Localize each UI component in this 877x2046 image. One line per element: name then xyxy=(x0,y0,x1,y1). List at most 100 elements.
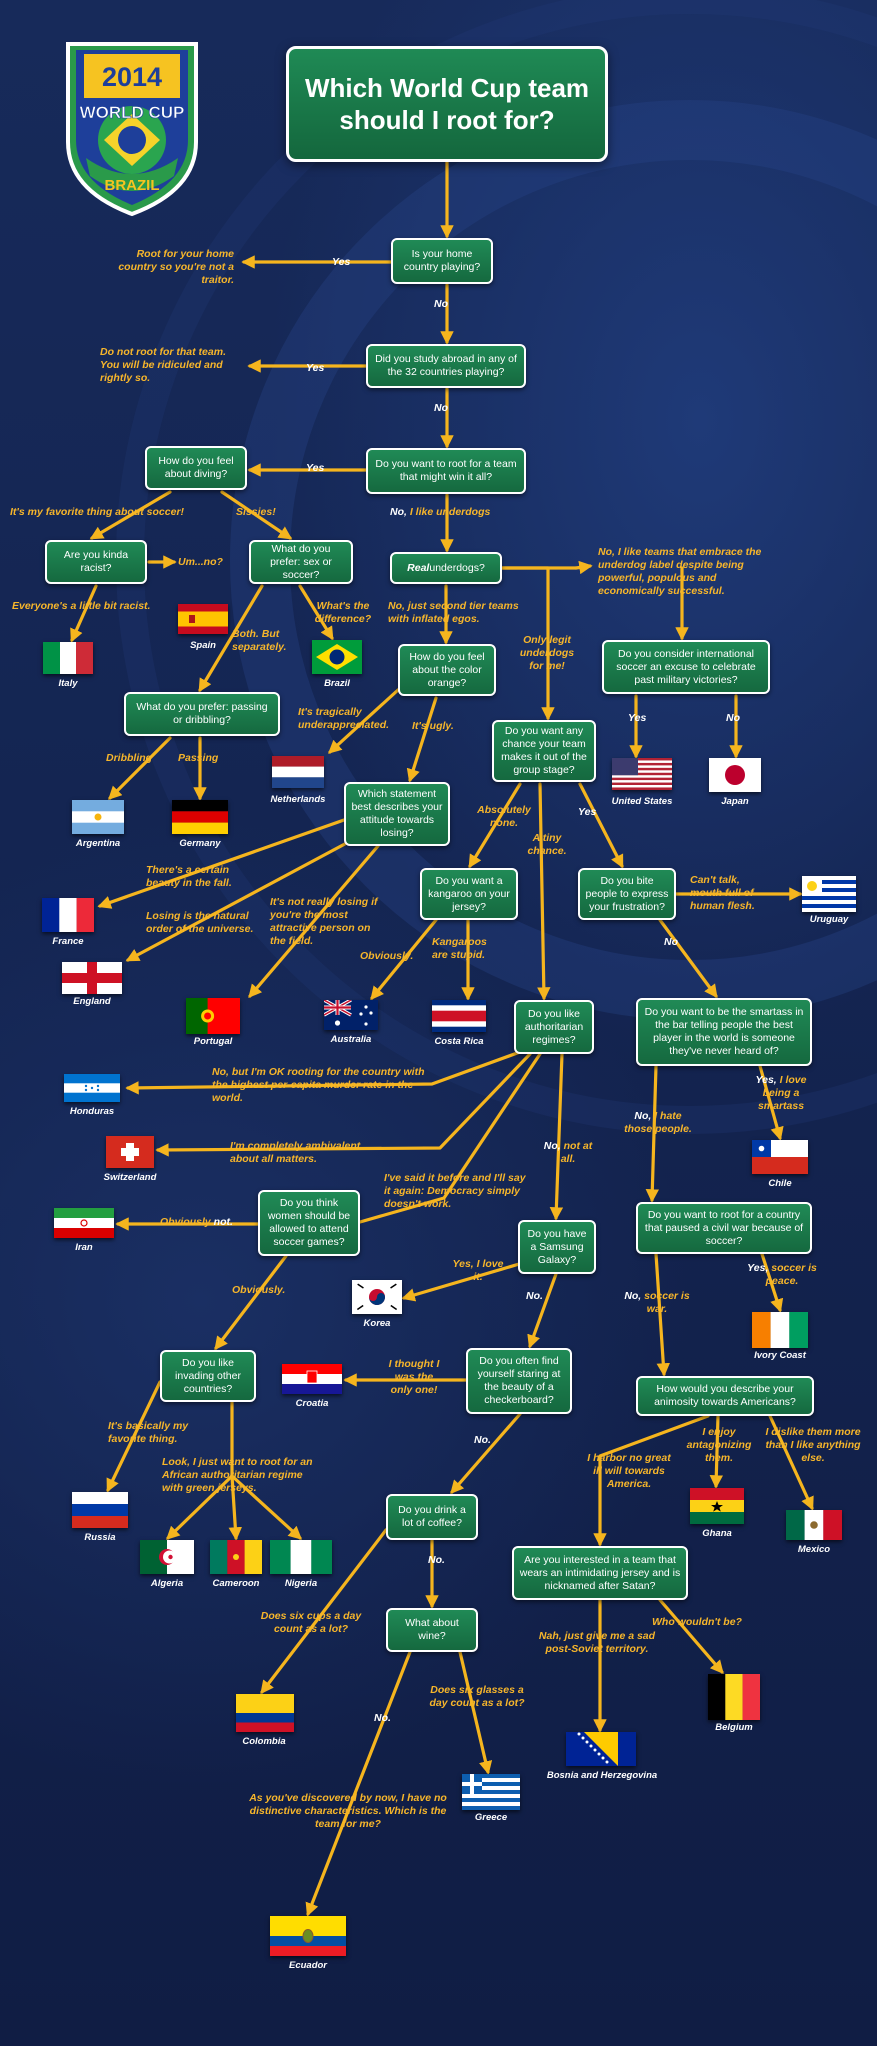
label-yes-love-it: Yes, I love it. xyxy=(452,1258,504,1283)
flag-chile xyxy=(752,1140,808,1174)
flow-arrow xyxy=(760,1252,784,1313)
flow-arrow xyxy=(658,1598,724,1675)
question-satan: Are you interested in a team that wears … xyxy=(512,1546,688,1600)
name-uruguay: Uruguay xyxy=(809,914,849,925)
name-france: France xyxy=(52,936,84,947)
logo-year: 2014 xyxy=(102,62,162,92)
flow-arrow xyxy=(358,1052,542,1224)
label-democracy: I've said it before and I'll say it agai… xyxy=(384,1172,526,1210)
label-no-like-a: No, xyxy=(390,506,407,518)
question-abroad: Did you study abroad in any of the 32 co… xyxy=(366,344,526,388)
flow-arrow xyxy=(166,1474,234,1540)
label-no-like-b: I like underdogs xyxy=(406,506,491,518)
name-chile: Chile xyxy=(768,1178,792,1189)
flow-arrow xyxy=(260,1528,388,1695)
name-croatia: Croatia xyxy=(295,1398,329,1409)
name-switzerland: Switzerland xyxy=(103,1172,157,1183)
name-germany: Germany xyxy=(179,838,221,849)
label-traitor: Root for your home country so you're not… xyxy=(118,248,234,286)
flag-greece xyxy=(462,1774,520,1810)
label-no-war-b: soccer is war. xyxy=(641,1290,690,1315)
name-spain: Spain xyxy=(190,640,216,651)
question-women: Do you think women should be allowed to … xyxy=(258,1190,360,1256)
name-netherlands: Netherlands xyxy=(270,794,326,805)
flow-arrow xyxy=(89,490,172,540)
label-ambivalent: I'm completely ambivalent about all matt… xyxy=(230,1140,361,1165)
flow-arrow xyxy=(125,836,358,962)
label-antagonizing: I enjoy antagonizing them. xyxy=(686,1426,752,1464)
name-mexico: Mexico xyxy=(797,1544,831,1555)
label-no-ill: I harbor no great ill will towards Ameri… xyxy=(587,1452,671,1490)
question-samsung: Do you have a Samsung Galaxy? xyxy=(518,1220,596,1274)
label-obviously-not-b: not. xyxy=(210,1216,233,1228)
name-colombia: Colombia xyxy=(242,1736,286,1747)
label-yes-peace-a: Yes, xyxy=(747,1262,769,1274)
label-no-like-underdogs: No, I like underdogs xyxy=(390,506,490,519)
label-no-not-a: No, xyxy=(543,1140,561,1152)
flag-uruguay xyxy=(802,876,856,912)
label-yes-abroad: Yes xyxy=(306,362,325,374)
flow-arrow xyxy=(549,1052,564,1221)
question-sex: What do you prefer: sex or soccer? xyxy=(249,540,353,584)
flow-arrow xyxy=(593,1414,710,1547)
name-ghana: Ghana xyxy=(702,1528,732,1539)
logo-line2: BRAZIL xyxy=(105,177,160,194)
label-no-not-at-all: No, not at all. xyxy=(540,1140,596,1166)
question-real-underdogs: Real underdogs? xyxy=(390,552,502,584)
question-bite: Do you bite people to express your frust… xyxy=(578,868,676,920)
flag-australia xyxy=(324,1000,378,1030)
question-orange: How do you feel about the color orange? xyxy=(398,644,496,696)
flow-arrow xyxy=(758,1064,784,1141)
label-yes-love-b: I love being a smartass xyxy=(757,1074,807,1112)
question-racist: Are you kinda racist? xyxy=(45,540,147,584)
label-six-cups: Does six cups a day count as a lot? xyxy=(260,1610,362,1635)
name-italy: Italy xyxy=(58,678,78,689)
flow-arrow xyxy=(406,696,438,783)
question-passing: What do you prefer: passing or dribbling… xyxy=(124,692,280,736)
question-home: Is your home country playing? xyxy=(391,238,493,284)
flow-arrow xyxy=(108,736,172,800)
flag-japan xyxy=(709,758,761,792)
label-basically: It's basically my favorite thing. xyxy=(108,1420,189,1445)
flag-korea xyxy=(352,1280,402,1314)
flow-arrow xyxy=(125,1050,522,1095)
question-military: Do you consider international soccer an … xyxy=(602,640,770,694)
flag-bosnia xyxy=(566,1732,636,1766)
question-statement: Which statement best describes your atti… xyxy=(344,782,450,846)
label-obviously-not: Obviously not. xyxy=(160,1216,233,1229)
label-tragically: It's tragically underappreciated. xyxy=(298,706,390,731)
flag-costa-rica xyxy=(432,1000,486,1032)
name-portugal: Portugal xyxy=(193,1036,233,1047)
label-dislike: I dislike them more than I like anything… xyxy=(765,1426,861,1464)
label-favorite: It's my favorite thing about soccer! xyxy=(10,506,185,518)
label-thought-only: I thought I was the only one! xyxy=(388,1358,440,1396)
label-yes-win: Yes xyxy=(306,462,325,474)
question-coffee: Do you drink a lot of coffee? xyxy=(386,1494,478,1540)
label-yes-love-a: Yes, xyxy=(755,1074,777,1086)
underdogs-word: underdogs? xyxy=(429,561,485,574)
flow-arrow xyxy=(574,560,593,575)
label-absolutely: Absolutely none. xyxy=(477,804,531,829)
label-embrace: No, I like teams that embrace the underd… xyxy=(598,546,762,597)
label-no-mil: No xyxy=(726,712,740,724)
label-no-hate: No, I hate those people. xyxy=(620,1110,696,1136)
flow-arrow xyxy=(155,1052,532,1157)
flag-switzerland xyxy=(106,1136,154,1168)
name-algeria: Algeria xyxy=(150,1578,184,1589)
label-umno: Um...no? xyxy=(178,556,223,568)
flag-usa xyxy=(612,758,672,790)
label-no-war-a: No, xyxy=(624,1290,642,1302)
name-japan: Japan xyxy=(721,796,749,807)
label-no-wine: No. xyxy=(374,1712,391,1724)
label-everyone: Everyone's a little bit racist. xyxy=(12,600,151,612)
label-second-tier: No, just second tier teams with inflated… xyxy=(388,600,519,625)
flow-arrow xyxy=(228,1474,243,1541)
name-honduras: Honduras xyxy=(69,1106,115,1117)
flow-arrow xyxy=(578,782,624,869)
name-ecuador: Ecuador xyxy=(288,1960,328,1971)
page-title: Which World Cup team should I root for? xyxy=(286,46,608,162)
flag-colombia xyxy=(236,1694,294,1732)
label-no-not-b: not at all. xyxy=(560,1140,593,1165)
label-no-war: No, soccer is war. xyxy=(624,1290,690,1316)
